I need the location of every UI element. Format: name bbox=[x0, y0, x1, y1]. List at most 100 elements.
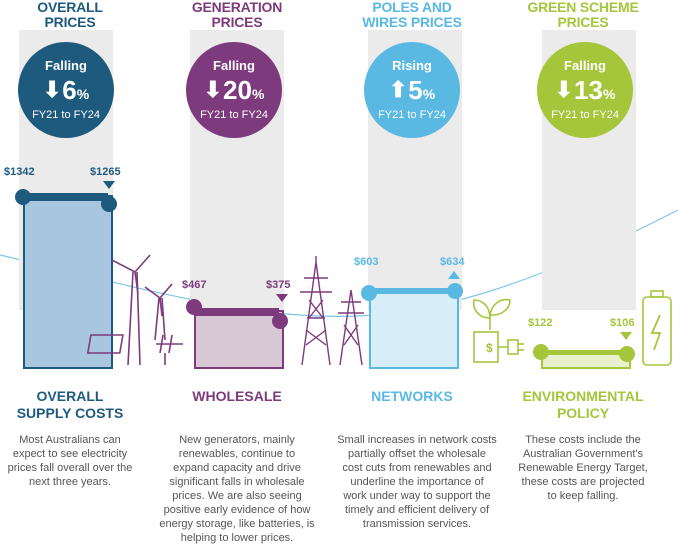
environmental-start-dot bbox=[533, 344, 549, 360]
overall-header-line2: PRICES bbox=[44, 14, 96, 30]
overall-desc-line: prices fall overall over the bbox=[7, 462, 133, 474]
networks-header-line2: WIRES PRICES bbox=[362, 14, 462, 30]
wholesale-desc-line: helping to lower prices. bbox=[180, 532, 294, 544]
networks-desc-line: underline the importance of bbox=[350, 476, 484, 488]
environmental-price-start: $122 bbox=[528, 317, 553, 329]
wholesale-header-line2: PRICES bbox=[211, 14, 263, 30]
environmental-price-end: $106 bbox=[610, 317, 635, 329]
environmental-title-line1: ENVIRONMENTAL bbox=[522, 388, 644, 404]
wholesale-cost-bar bbox=[194, 310, 284, 369]
networks-title-line1: NETWORKS bbox=[371, 388, 453, 404]
wholesale-start-dot bbox=[186, 299, 202, 315]
overall-period: FY21 to FY24 bbox=[32, 109, 100, 121]
wholesale-section: GENERATION PRICES Falling ⬇20% FY21 to F… bbox=[159, 0, 340, 550]
wholesale-bar-top bbox=[195, 308, 279, 316]
networks-section: POLES AND WIRES PRICES Rising ⬆5% FY21 t… bbox=[337, 0, 510, 550]
networks-percent: 5 bbox=[408, 75, 423, 105]
overall-header: OVERALL PRICES bbox=[0, 0, 155, 30]
wholesale-description: New generators, mainly renewables, conti… bbox=[152, 433, 322, 545]
svg-text:$: $ bbox=[486, 341, 493, 355]
environmental-title: ENVIRONMENTAL POLICY bbox=[498, 388, 668, 422]
environmental-header-line1: GREEN SCHEME bbox=[527, 0, 639, 15]
overall-section: OVERALL PRICES Falling ⬇6% FY21 to FY24 … bbox=[0, 0, 170, 550]
environmental-desc-line: these costs are projected bbox=[521, 476, 645, 488]
wholesale-title: WHOLESALE bbox=[152, 388, 322, 405]
networks-header: POLES AND WIRES PRICES bbox=[327, 0, 497, 30]
wholesale-period: FY21 to FY24 bbox=[200, 109, 268, 121]
down-arrow-dollar-icon: ⬇ bbox=[42, 77, 62, 102]
environmental-direction: Falling bbox=[564, 58, 606, 73]
networks-desc-line: transmission services. bbox=[362, 518, 472, 530]
environmental-bar-top bbox=[542, 350, 626, 355]
overall-header-line1: OVERALL bbox=[37, 0, 103, 15]
wholesale-direction: Falling bbox=[213, 58, 255, 73]
overall-start-dot bbox=[15, 189, 31, 205]
down-arrow-dollar-icon: ⬇ bbox=[203, 77, 223, 102]
environmental-title-line2: POLICY bbox=[556, 405, 610, 421]
wholesale-desc-line: New generators, mainly bbox=[179, 434, 295, 446]
environmental-desc-line: to keep falling. bbox=[547, 490, 619, 502]
down-arrow-dollar-icon: ⬇ bbox=[554, 77, 574, 102]
environmental-percent-row: ⬇13% bbox=[537, 75, 633, 106]
networks-header-line1: POLES AND bbox=[372, 0, 452, 15]
wholesale-header-line1: GENERATION bbox=[191, 0, 283, 15]
wholesale-price-end: $375 bbox=[266, 279, 291, 291]
wholesale-price-start: $467 bbox=[182, 279, 207, 291]
environmental-desc-line: These costs include the bbox=[525, 434, 641, 446]
networks-desc-line: timely and efficient delivery of bbox=[344, 504, 490, 516]
overall-percent-sign: % bbox=[76, 86, 90, 102]
wholesale-desc-line: significant falls in wholesale bbox=[169, 476, 305, 488]
overall-title-line2: SUPPLY COSTS bbox=[16, 405, 124, 421]
overall-price-end: $1265 bbox=[90, 166, 121, 178]
wholesale-down-triangle-icon bbox=[276, 294, 288, 302]
networks-bar-top bbox=[370, 288, 454, 294]
networks-percent-row: ⬆5% bbox=[364, 75, 460, 106]
environmental-header: GREEN SCHEME PRICES bbox=[498, 0, 668, 30]
overall-bar-top bbox=[24, 193, 108, 201]
wholesale-percent: 20 bbox=[223, 75, 252, 105]
environmental-percent: 13 bbox=[574, 75, 603, 105]
networks-price-end: $634 bbox=[440, 256, 465, 268]
networks-direction: Rising bbox=[392, 58, 432, 73]
wholesale-desc-line: prices. We are also seeing bbox=[172, 490, 302, 502]
networks-price-start: $603 bbox=[354, 256, 379, 268]
networks-percent-sign: % bbox=[422, 86, 436, 102]
networks-desc-line: partially offset the wholesale bbox=[348, 448, 486, 460]
wholesale-desc-line: renewables, continue to bbox=[178, 448, 296, 460]
overall-desc-line: next three years. bbox=[29, 476, 111, 488]
wholesale-title-line1: WHOLESALE bbox=[192, 388, 282, 404]
networks-cost-bar bbox=[369, 291, 459, 369]
networks-period: FY21 to FY24 bbox=[378, 109, 446, 121]
wholesale-percent-row: ⬇20% bbox=[186, 75, 282, 106]
overall-price-start: $1342 bbox=[4, 166, 35, 178]
environmental-header-line2: PRICES bbox=[557, 14, 609, 30]
networks-up-triangle-icon bbox=[448, 271, 460, 279]
overall-title-line1: OVERALL bbox=[36, 388, 104, 404]
wholesale-desc-line: positive early evidence of how bbox=[163, 504, 311, 516]
networks-change-badge: Rising ⬆5% FY21 to FY24 bbox=[364, 42, 460, 138]
environmental-desc-line: Australian Government's bbox=[522, 448, 644, 460]
wholesale-desc-line: energy storage, like batteries, is bbox=[159, 518, 315, 530]
wholesale-end-dot bbox=[272, 313, 288, 329]
environmental-desc-line: Renewable Energy Target, bbox=[518, 462, 648, 474]
overall-desc-line: Most Australians can bbox=[19, 434, 121, 446]
environmental-end-dot bbox=[619, 346, 635, 362]
environmental-percent-sign: % bbox=[602, 86, 616, 102]
environmental-section: GREEN SCHEME PRICES Falling ⬇13% FY21 to… bbox=[510, 0, 678, 550]
overall-change-badge: Falling ⬇6% FY21 to FY24 bbox=[18, 42, 114, 138]
up-arrow-dollar-icon: ⬆ bbox=[388, 77, 408, 102]
environmental-description: These costs include the Australian Gover… bbox=[498, 433, 668, 503]
overall-direction: Falling bbox=[45, 58, 87, 73]
networks-desc-line: work under way to support the bbox=[343, 490, 491, 502]
overall-percent-row: ⬇6% bbox=[18, 75, 114, 106]
networks-start-dot bbox=[361, 285, 377, 301]
wholesale-header: GENERATION PRICES bbox=[152, 0, 322, 30]
environmental-period: FY21 to FY24 bbox=[551, 109, 619, 121]
wholesale-change-badge: Falling ⬇20% FY21 to FY24 bbox=[186, 42, 282, 138]
wholesale-percent-sign: % bbox=[251, 86, 265, 102]
environmental-change-badge: Falling ⬇13% FY21 to FY24 bbox=[537, 42, 633, 138]
networks-description: Small increases in network costs partial… bbox=[327, 433, 507, 531]
networks-desc-line: cost cuts from renewables and bbox=[342, 462, 492, 474]
